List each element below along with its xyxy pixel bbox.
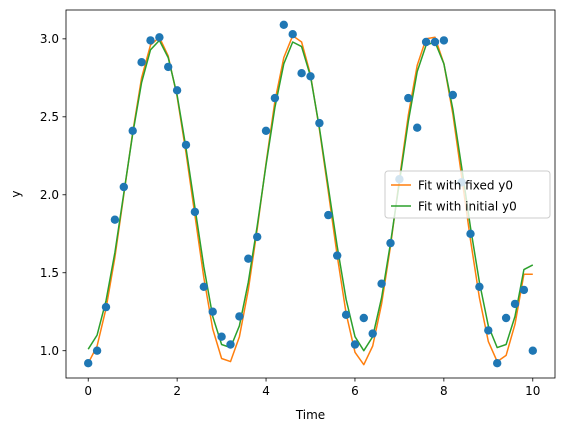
- x-axis-label: Time: [295, 408, 325, 422]
- data-point: [377, 279, 386, 288]
- data-point: [341, 310, 351, 319]
- data-point: [466, 229, 475, 238]
- x-tick-label: 6: [351, 384, 359, 398]
- data-point: [493, 359, 502, 368]
- data-point: [324, 210, 333, 220]
- data-point: [181, 140, 191, 150]
- data-point: [333, 251, 342, 260]
- data-point: [439, 36, 449, 45]
- data-point: [404, 93, 413, 103]
- data-point: [421, 37, 431, 47]
- data-point: [448, 90, 457, 100]
- legend-label-initial-y0: Fit with initial y0: [418, 199, 517, 213]
- data-point: [226, 340, 235, 349]
- data-point: [288, 30, 297, 39]
- data-point: [235, 312, 244, 321]
- data-point: [244, 254, 253, 263]
- data-point: [261, 126, 271, 135]
- data-point: [519, 285, 529, 295]
- legend-box: [384, 170, 551, 219]
- data-point: [208, 307, 217, 316]
- x-tick-label: 10: [525, 384, 540, 398]
- data-point: [430, 37, 440, 47]
- data-point: [253, 232, 262, 242]
- plot-frame: [65, 9, 556, 379]
- y-tick-label: 2.0: [40, 188, 59, 202]
- data-point: [350, 340, 360, 349]
- legend-label-fixed-y0: Fit with fixed y0: [418, 178, 513, 192]
- data-point: [146, 36, 155, 45]
- data-point: [101, 302, 111, 312]
- data-point: [306, 72, 315, 81]
- x-tick-label: 4: [262, 384, 270, 398]
- data-point: [359, 313, 368, 323]
- data-point: [297, 69, 306, 78]
- x-tick-label: 2: [173, 384, 181, 398]
- x-tick-label: 0: [84, 384, 92, 398]
- data-point: [128, 126, 137, 135]
- data-point: [137, 58, 146, 67]
- data-point: [475, 282, 484, 291]
- legend: Fit with fixed y0 Fit with initial y0: [384, 170, 551, 219]
- y-tick-label: 1.0: [40, 344, 59, 358]
- data-point: [528, 346, 537, 355]
- data-point: [164, 62, 173, 72]
- scatter-layer: [84, 20, 537, 368]
- data-point: [190, 207, 200, 217]
- y-axis-label: y: [9, 190, 23, 197]
- x-tick-label: 8: [440, 384, 448, 398]
- data-point: [484, 326, 493, 335]
- data-point: [110, 215, 120, 224]
- data-point: [510, 299, 520, 309]
- x-axis-ticks: 0 2 4 6 8 10: [84, 378, 540, 398]
- data-point: [413, 123, 422, 132]
- data-point: [501, 313, 511, 323]
- data-point: [368, 329, 377, 338]
- data-point: [270, 93, 280, 103]
- data-point: [119, 182, 128, 192]
- data-point: [279, 20, 288, 29]
- y-tick-label: 2.5: [40, 110, 59, 124]
- data-point: [199, 282, 208, 291]
- y-tick-label: 1.5: [40, 266, 59, 280]
- data-point: [172, 86, 182, 95]
- data-point: [386, 238, 395, 248]
- data-point: [315, 118, 324, 128]
- data-point: [155, 33, 164, 42]
- data-point: [217, 332, 226, 341]
- data-point: [92, 346, 102, 355]
- y-axis-ticks: 1.0 1.5 2.0 2.5 3.0: [40, 32, 66, 358]
- y-tick-label: 3.0: [40, 32, 59, 46]
- data-point: [84, 359, 93, 368]
